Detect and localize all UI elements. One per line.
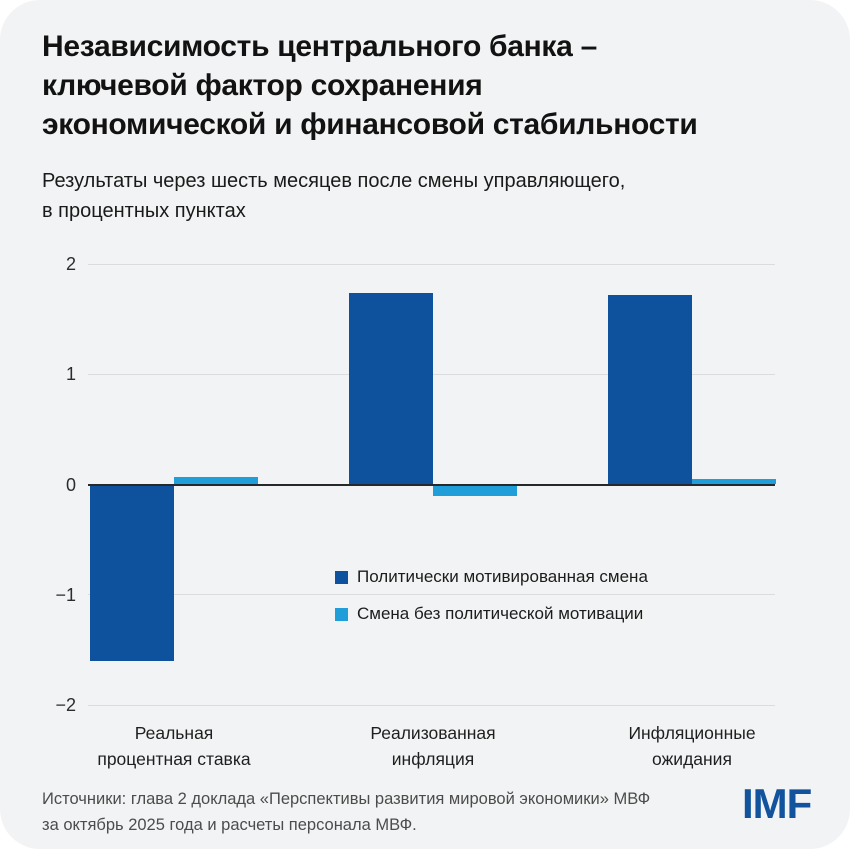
x-category-label-line: процентная ставка xyxy=(97,749,251,769)
bar-series1-cat3 xyxy=(608,294,692,485)
legend-swatch-icon xyxy=(335,607,348,621)
zero-line xyxy=(88,483,775,486)
page-title: Независимость центрального банка – ключе… xyxy=(42,27,698,144)
y-tick-label: 1 xyxy=(65,364,76,385)
x-category-label-line: Реализованная xyxy=(370,723,496,743)
legend-item-1: Политически мотивированная смена xyxy=(335,566,648,588)
bar-series2-cat3 xyxy=(692,478,776,485)
legend-swatch-icon xyxy=(335,570,348,584)
x-category-label-line: ожидания xyxy=(652,749,732,769)
x-category-label-line: Инфляционные xyxy=(628,723,756,743)
gridline xyxy=(88,594,775,596)
title-line-2: ключевой фактор сохранения xyxy=(42,69,483,102)
title-line-1: Независимость центрального банка – xyxy=(42,30,597,63)
y-tick-label: −2 xyxy=(55,695,76,715)
x-category-label-line: Реальная xyxy=(134,723,214,743)
bar-series1-cat2 xyxy=(349,292,433,485)
gridline xyxy=(88,263,775,265)
x-category-label-line: инфляция xyxy=(391,749,475,769)
bar-series2-cat2 xyxy=(433,484,517,496)
x-category-label-2: Реализованная инфляция xyxy=(303,720,563,772)
y-tick-label: 2 xyxy=(65,254,76,274)
title-line-3: экономической и финансовой стабильности xyxy=(42,108,698,141)
bar-series2-cat1 xyxy=(174,476,258,485)
y-tick-label: 0 xyxy=(65,474,76,495)
source-note: Источники: глава 2 доклада «Перспективы … xyxy=(42,786,650,838)
imf-logo: IMF xyxy=(742,780,812,827)
source-line-2: за октябрь 2025 года и расчеты персонала… xyxy=(42,816,417,834)
chart-subtitle: Результаты через шесть месяцев после сме… xyxy=(42,166,625,226)
y-tick-label: −1 xyxy=(55,584,76,605)
x-category-label-1: Реальная процентная ставка xyxy=(44,720,304,772)
gridline xyxy=(88,704,775,706)
chart-legend: Политически мотивированная смена Смена бе… xyxy=(335,566,648,640)
plot-area xyxy=(88,263,776,706)
subtitle-line-2: в процентных пунктах xyxy=(42,200,246,222)
legend-label: Смена без политической мотивации xyxy=(357,604,644,623)
x-category-label-3: Инфляционные ожидания xyxy=(562,720,822,772)
subtitle-line-1: Результаты через шесть месяцев после сме… xyxy=(42,170,626,192)
source-line-1: Источники: глава 2 доклада «Перспективы … xyxy=(42,790,651,808)
legend-label: Политически мотивированная смена xyxy=(357,567,648,586)
bar-series1-cat1 xyxy=(90,484,174,661)
legend-item-2: Смена без политической мотивации xyxy=(335,603,648,625)
